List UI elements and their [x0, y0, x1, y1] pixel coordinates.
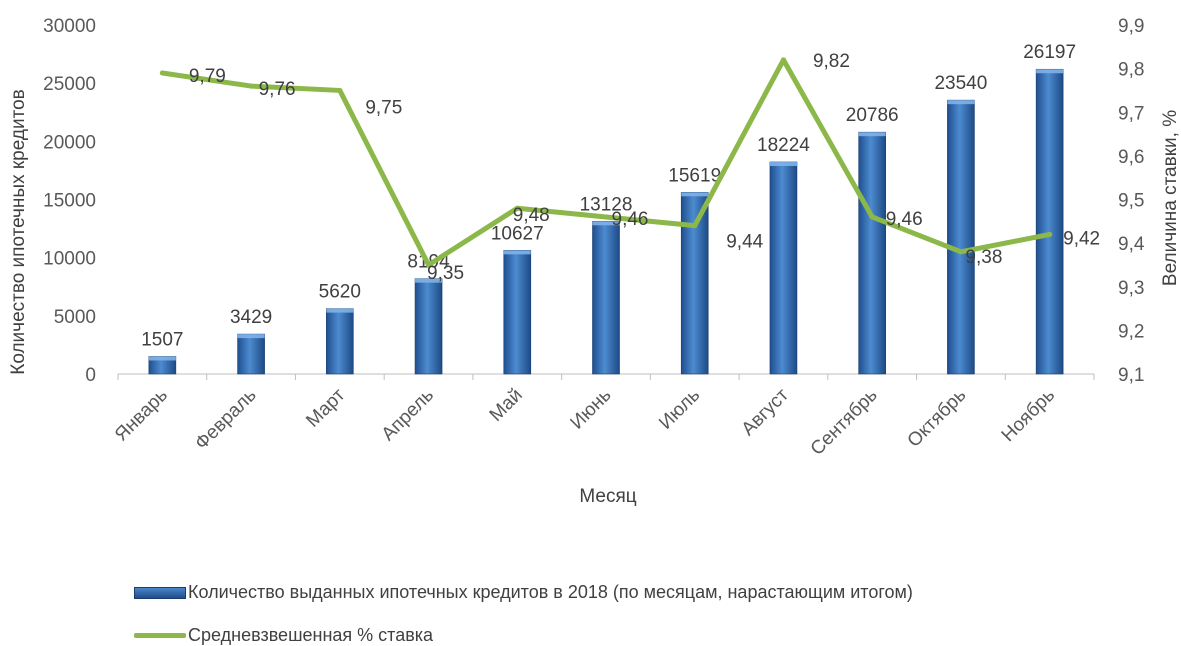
- bar: [503, 250, 532, 375]
- bar-top-highlight: [1036, 69, 1064, 74]
- x-axis-title: Месяц: [579, 486, 636, 507]
- bar: [414, 278, 443, 375]
- rate-point: [248, 83, 254, 89]
- legend-bar-swatch: [134, 586, 186, 599]
- legend-item-bars: Количество выданных ипотечных кредитов в…: [134, 582, 913, 603]
- bar-data-label: 10627: [491, 223, 544, 244]
- rate-point: [426, 262, 432, 268]
- bar: [680, 191, 709, 375]
- y2-tick-label: 9,5: [1118, 191, 1144, 212]
- y2-tick-label: 9,4: [1118, 234, 1145, 255]
- x-tick-label: Ноябрь: [998, 385, 1060, 447]
- rate-point: [869, 214, 875, 220]
- y-tick-label: 10000: [43, 249, 96, 270]
- bar-top-highlight: [947, 100, 975, 105]
- bar-data-label: 18224: [757, 135, 810, 156]
- rate-data-label: 9,48: [513, 205, 550, 226]
- rate-point: [958, 249, 964, 255]
- x-tick-label: Июль: [655, 385, 704, 434]
- x-tick-label: Сентябрь: [807, 385, 882, 460]
- y2-tick-label: 9,2: [1118, 321, 1144, 342]
- bar-top-highlight: [503, 250, 531, 255]
- rate-data-label: 9,35: [427, 263, 464, 284]
- bar-top-highlight: [769, 161, 797, 166]
- rate-data-label: 9,44: [726, 232, 763, 253]
- y2-tick-label: 9,8: [1118, 60, 1144, 81]
- bar: [858, 131, 886, 375]
- legend-label-bars: Количество выданных ипотечных кредитов в…: [188, 582, 913, 602]
- x-tick-label: Май: [486, 385, 527, 426]
- plot-area: 0 5000 10000 15000 20000 25000 30000 9,1 9,2 9,3 9…: [43, 16, 1145, 460]
- legend-label-line: Средневзвешенная % ставка: [188, 625, 434, 645]
- bar: [237, 333, 265, 375]
- bar: [947, 99, 975, 375]
- rate-data-label: 9,38: [965, 247, 1002, 268]
- rate-data-label: 9,75: [365, 97, 402, 118]
- legend-line-swatch: [134, 633, 186, 638]
- bar: [326, 308, 354, 375]
- rate-data-label: 9,42: [1063, 228, 1100, 249]
- y2-tick-label: 9,6: [1118, 147, 1144, 168]
- y-tick-label: 0: [85, 365, 96, 386]
- y-tick-label: 30000: [43, 16, 96, 37]
- x-tick-label: Октябрь: [904, 385, 971, 452]
- x-tick-label: Январь: [111, 385, 172, 446]
- bar-data-label: 5620: [319, 282, 361, 303]
- x-tick-label: Март: [302, 384, 349, 431]
- x-tick-label: Август: [738, 384, 793, 439]
- rate-data-label: 9,82: [813, 51, 850, 72]
- bar-top-highlight: [681, 192, 709, 197]
- y2-tick-label: 9,1: [1118, 365, 1144, 386]
- y-tick-label: 25000: [43, 74, 96, 95]
- bar-data-label: 26197: [1023, 42, 1076, 63]
- bar-data-label: 1507: [141, 329, 183, 350]
- legend-item-line: Средневзвешенная % ставка: [134, 625, 433, 646]
- bar: [592, 220, 620, 375]
- rate-point: [692, 223, 698, 229]
- rate-point: [780, 57, 786, 63]
- y-tick-label: 15000: [43, 191, 96, 212]
- bar-data-label: 3429: [230, 307, 272, 328]
- x-tick-label: Июнь: [567, 385, 616, 434]
- rate-point: [603, 214, 609, 220]
- y-axis-title: Количество ипотечных кредитов: [8, 89, 29, 375]
- rate-data-label: 9,76: [259, 79, 296, 100]
- bar-data-label: 23540: [934, 73, 987, 94]
- rate-point: [159, 70, 165, 76]
- bar-top-highlight: [326, 308, 354, 313]
- rate-point: [514, 205, 520, 211]
- x-tick-label: Февраль: [191, 385, 261, 455]
- bar-top-highlight: [592, 221, 620, 226]
- y2-tick-label: 9,3: [1118, 278, 1144, 299]
- rate-point: [1047, 231, 1053, 237]
- y2-tick-label: 9,7: [1118, 103, 1144, 124]
- rate-point: [337, 87, 343, 93]
- y2-tick-label: 9,9: [1118, 16, 1144, 37]
- y-tick-label: 20000: [43, 132, 96, 153]
- bar: [1035, 68, 1064, 375]
- y2-axis-title: Величина ставки, %: [1160, 110, 1181, 286]
- bar-top-highlight: [415, 278, 443, 283]
- rate-data-label: 9,79: [189, 66, 226, 87]
- y-tick-label: 5000: [54, 307, 96, 328]
- bar: [769, 161, 798, 375]
- rate-data-label: 9,46: [612, 209, 649, 230]
- bar-top-highlight: [858, 132, 886, 137]
- combo-chart: 0 5000 10000 15000 20000 25000 30000 9,1 9,2 9,3 9…: [8, 16, 1181, 507]
- bar-data-label: 13128: [580, 194, 633, 215]
- bar-top-highlight: [237, 334, 265, 339]
- bar-top-highlight: [148, 356, 176, 361]
- x-tick-label: Апрель: [378, 385, 438, 445]
- bar-data-label: 20786: [846, 105, 899, 126]
- rate-data-label: 9,46: [886, 209, 923, 230]
- bar-data-label: 15619: [668, 165, 721, 186]
